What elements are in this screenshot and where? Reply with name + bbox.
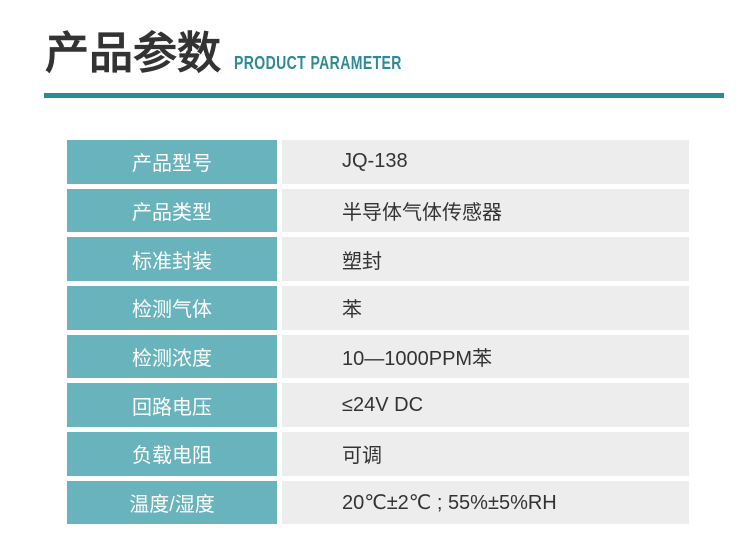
spec-label: 负载电阻 [67,432,277,476]
spec-row: 产品型号 JQ-138 [67,140,689,184]
spec-label: 回路电压 [67,383,277,427]
spec-row: 标准封装 塑封 [67,237,689,281]
spec-label: 检测气体 [67,286,277,330]
spec-row: 检测浓度 10—1000PPM苯 [67,334,689,379]
spec-label: 产品类型 [67,188,277,233]
spec-row: 负载电阻 可调 [67,432,689,476]
spec-label: 产品型号 [67,140,277,184]
spec-value: ≤24V DC [282,383,689,427]
spec-row: 温度/湿度 20℃±2℃ ; 55%±5%RH [67,480,689,525]
spec-value: 苯 [282,286,689,330]
header: 产品参数 PRODUCT PARAMETER [45,28,449,81]
spec-value: JQ-138 [282,140,689,184]
spec-label: 温度/湿度 [67,480,277,525]
spec-value: 半导体气体传感器 [282,188,689,233]
spec-row: 检测气体苯 [67,286,689,330]
spec-row: 回路电压 ≤24V DC [67,383,689,427]
spec-value: 10—1000PPM苯 [282,334,689,379]
spec-value: 可调 [282,432,689,476]
spec-label: 标准封装 [67,237,277,281]
page-subtitle: PRODUCT PARAMETER [234,52,402,73]
spec-row: 产品类型 半导体气体传感器 [67,188,689,233]
page-title: 产品参数 [45,29,221,78]
header-divider [44,93,724,98]
spec-label: 检测浓度 [67,334,277,379]
spec-value: 20℃±2℃ ; 55%±5%RH [282,480,689,525]
spec-table: 产品型号 JQ-138 产品类型 半导体气体传感器 标准封装 塑封 检测气体苯检测浓度 10—… [67,140,689,530]
spec-value: 塑封 [282,237,689,281]
